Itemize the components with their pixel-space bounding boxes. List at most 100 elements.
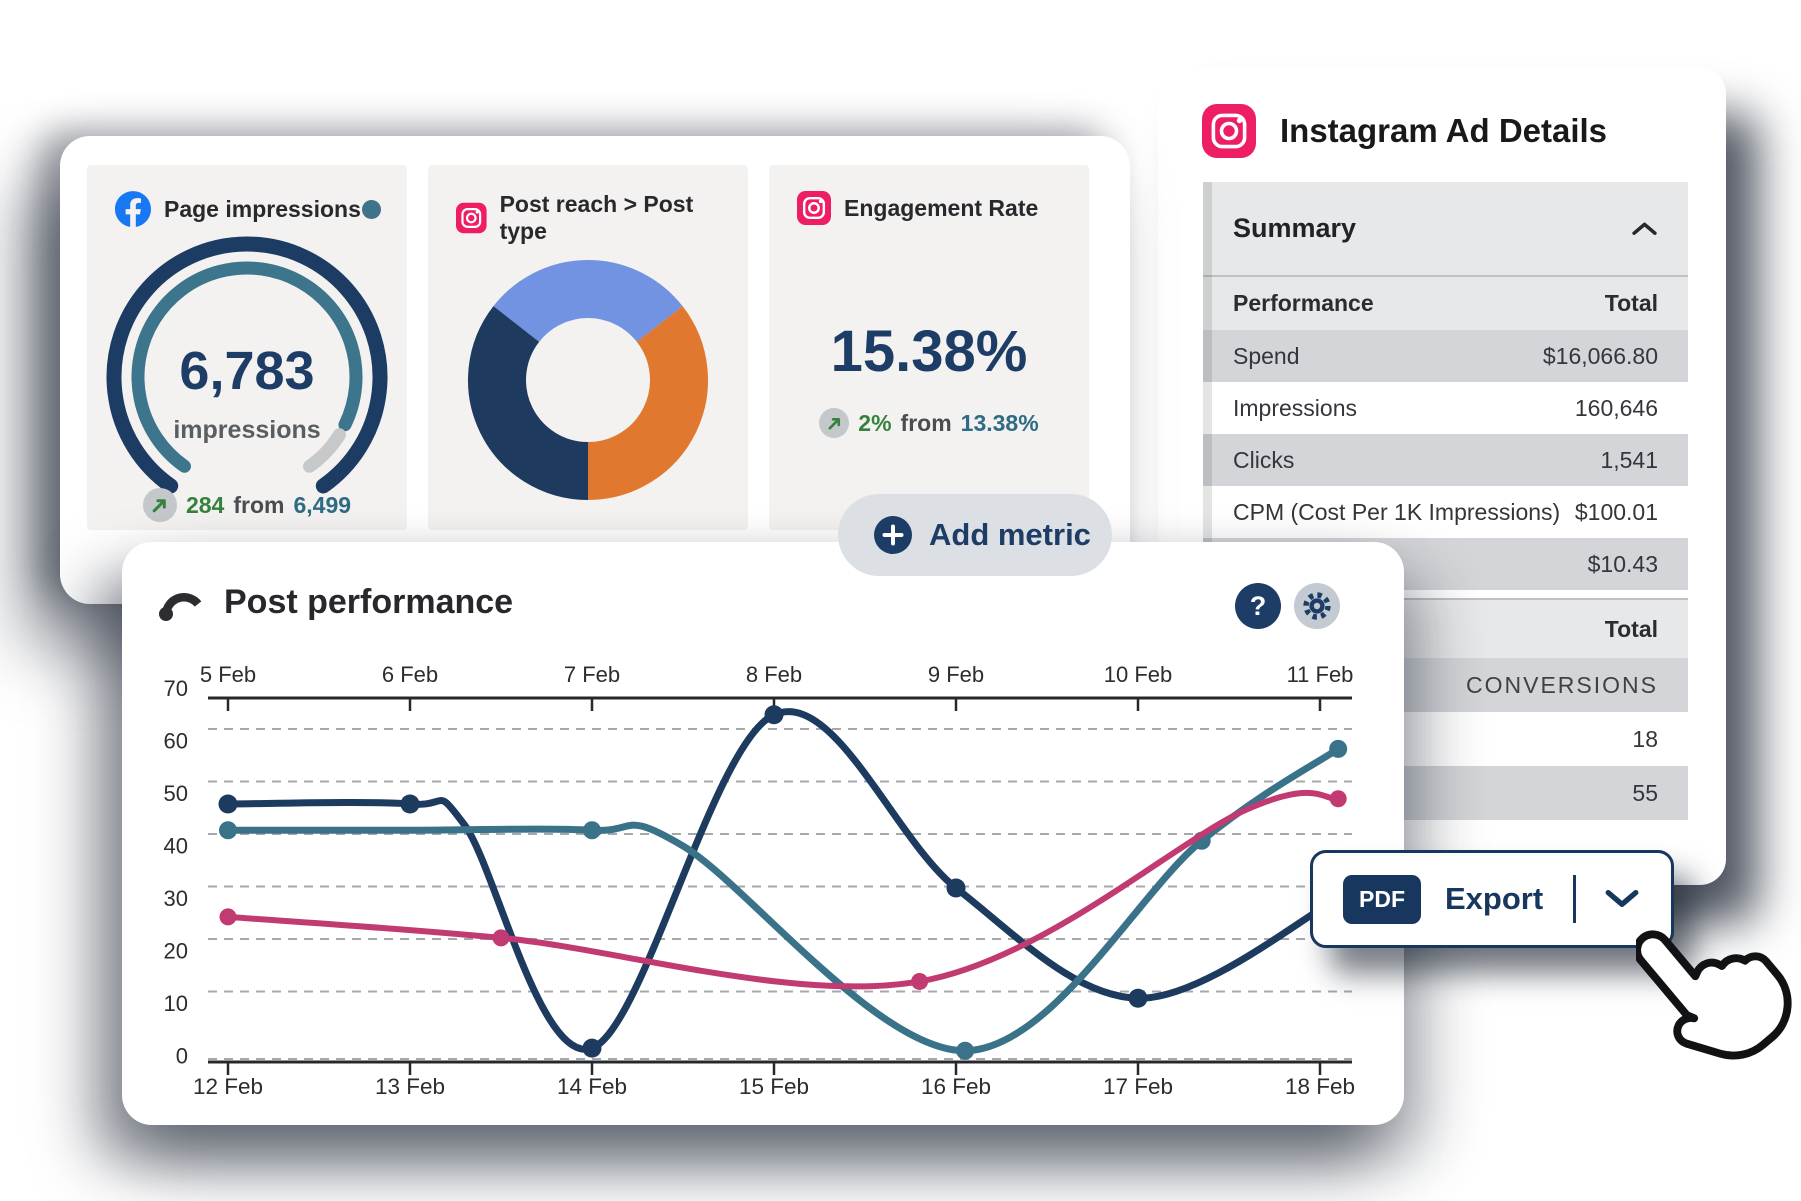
y-axis-label: 60 bbox=[164, 729, 188, 754]
series-navy-point bbox=[400, 794, 420, 814]
column-header: Total bbox=[1604, 290, 1658, 316]
post-reach-tile: Post reach > Post type bbox=[428, 165, 748, 530]
export-button[interactable]: PDF Export bbox=[1310, 850, 1674, 948]
row-value: $10.43 bbox=[1587, 550, 1658, 577]
chevron-down-icon[interactable] bbox=[1604, 888, 1640, 910]
summary-table: Summary Performance Total Spend $16,066.… bbox=[1203, 182, 1688, 590]
series-teal-point bbox=[956, 1041, 975, 1060]
tile-header: Page impressions bbox=[115, 191, 381, 227]
card-header: Post performance bbox=[156, 578, 513, 626]
delta-from-label: from bbox=[233, 491, 285, 518]
delta-previous-value: 6,499 bbox=[293, 491, 352, 518]
instagram-icon bbox=[1202, 104, 1256, 158]
add-metric-label: Add metric bbox=[929, 517, 1091, 552]
donut-segment-blue bbox=[493, 260, 683, 343]
summary-section-header[interactable]: Summary bbox=[1203, 182, 1688, 277]
engagement-rate-value: 15.38% bbox=[830, 319, 1028, 384]
row-label: CPM (Cost Per 1K Impressions) bbox=[1233, 498, 1561, 525]
tile-title: Post reach > Post type bbox=[499, 191, 694, 244]
delta-value: 284 bbox=[185, 491, 225, 518]
y-axis-label: 10 bbox=[164, 991, 188, 1016]
trend-up-icon bbox=[819, 408, 850, 438]
x-axis-label-top: 5 Feb bbox=[200, 662, 256, 687]
row-value: 55 bbox=[1632, 779, 1658, 806]
series-pink-point bbox=[911, 972, 929, 990]
row-value: 160,646 bbox=[1574, 394, 1658, 421]
summary-label: Summary bbox=[1233, 213, 1357, 243]
post-performance-chart: 0 10 20 30 40 50 60 70 5 Feb 6 Feb 7 Feb 8 Feb 9 Feb… bbox=[164, 662, 1356, 1099]
card-title: Post performance bbox=[224, 582, 514, 621]
x-axis-label-top: 7 Feb bbox=[564, 662, 620, 687]
gauge-arc-inner-remainder bbox=[303, 428, 346, 473]
x-axis-label-top: 11 Feb bbox=[1287, 662, 1354, 687]
x-axis-label-top: 10 Feb bbox=[1104, 662, 1173, 687]
row-value: $16,066.80 bbox=[1542, 342, 1658, 369]
series-teal-point bbox=[583, 821, 601, 840]
gauge-arc-outer-track bbox=[106, 236, 388, 494]
engagement-rate-tile: Engagement Rate 15.38% 2% from 13.38% bbox=[769, 165, 1089, 530]
row-label: Impressions bbox=[1233, 394, 1357, 421]
question-mark-icon: ? bbox=[1249, 590, 1267, 621]
row-label: Spend bbox=[1233, 342, 1300, 369]
delta-previous-value: 13.38% bbox=[960, 409, 1039, 436]
series-teal-point bbox=[219, 821, 237, 840]
series-navy-line bbox=[224, 708, 1342, 1053]
page-impressions-tile: Page impressions 6,783 impressions 284 f… bbox=[87, 165, 407, 530]
add-metric-button[interactable]: Add metric bbox=[838, 494, 1112, 576]
instagram-icon bbox=[797, 191, 831, 225]
y-axis-label: 70 bbox=[164, 676, 188, 701]
help-button[interactable]: ? bbox=[1235, 583, 1281, 629]
card-title: Instagram Ad Details bbox=[1280, 112, 1608, 149]
gauge-arc-inner-progress bbox=[131, 261, 363, 473]
settings-button[interactable] bbox=[1294, 583, 1340, 629]
delta-row: 284 from 6,499 bbox=[87, 487, 407, 523]
x-axis-label-top: 9 Feb bbox=[928, 662, 984, 687]
x-axis-label-bottom: 17 Feb bbox=[1103, 1074, 1173, 1099]
donut-segment-navy bbox=[468, 306, 590, 500]
column-header: Performance bbox=[1233, 290, 1374, 316]
table-row: Spend $16,066.80 bbox=[1203, 330, 1688, 382]
series-teal-point bbox=[1329, 739, 1348, 758]
facebook-icon bbox=[115, 191, 151, 227]
series-pink-point bbox=[219, 908, 237, 926]
y-axis-label: 0 bbox=[176, 1044, 188, 1069]
row-value: 1,541 bbox=[1600, 446, 1658, 473]
row-value: 18 bbox=[1632, 725, 1658, 752]
tile-header: Post reach > Post type bbox=[456, 191, 722, 245]
hand-cursor-icon bbox=[1636, 930, 1792, 1060]
post-performance-card: Post performance ? 0 10 20 30 40 50 60 70 5 Feb 6… bbox=[122, 542, 1404, 1125]
series-navy-point bbox=[946, 878, 966, 898]
gear-icon bbox=[1303, 592, 1331, 620]
metrics-card: Page impressions 6,783 impressions 284 f… bbox=[60, 136, 1130, 604]
series-pink-line bbox=[225, 789, 1342, 990]
y-axis-label: 20 bbox=[164, 939, 188, 964]
column-header: Total bbox=[1604, 615, 1658, 642]
series-pink-point bbox=[492, 929, 510, 947]
table-header-row: Performance Total bbox=[1203, 277, 1688, 330]
series-teal-line bbox=[224, 745, 1342, 1055]
x-axis-label-bottom: 15 Feb bbox=[739, 1074, 809, 1099]
card-header: Instagram Ad Details bbox=[1202, 104, 1607, 158]
series-navy-point bbox=[218, 794, 238, 814]
y-axis-label: 50 bbox=[164, 781, 188, 806]
legend-dot-icon bbox=[362, 199, 381, 219]
x-axis-label-bottom: 16 Feb bbox=[921, 1074, 991, 1099]
delta-row: 2% from 13.38% bbox=[769, 405, 1089, 441]
plus-icon bbox=[874, 516, 912, 554]
delta-from-label: from bbox=[900, 409, 952, 436]
series-navy-point bbox=[764, 705, 784, 725]
post-reach-donut-chart bbox=[468, 260, 708, 500]
x-axis-label-top: 6 Feb bbox=[382, 662, 438, 687]
table-row: CPM (Cost Per 1K Impressions) $100.01 bbox=[1203, 486, 1688, 538]
trend-up-icon bbox=[142, 488, 177, 522]
series-pink-point bbox=[1329, 790, 1347, 808]
table-row: Clicks 1,541 bbox=[1203, 434, 1688, 486]
row-value: CONVERSIONS bbox=[1466, 671, 1658, 698]
row-label: Clicks bbox=[1233, 446, 1295, 473]
x-axis-label-bottom: 13 Feb bbox=[375, 1074, 445, 1099]
tile-title: Page impressions bbox=[164, 195, 361, 222]
delta-value: 2% bbox=[858, 409, 892, 436]
table-row: Impressions 160,646 bbox=[1203, 382, 1688, 434]
x-axis-label-top: 8 Feb bbox=[746, 662, 802, 687]
